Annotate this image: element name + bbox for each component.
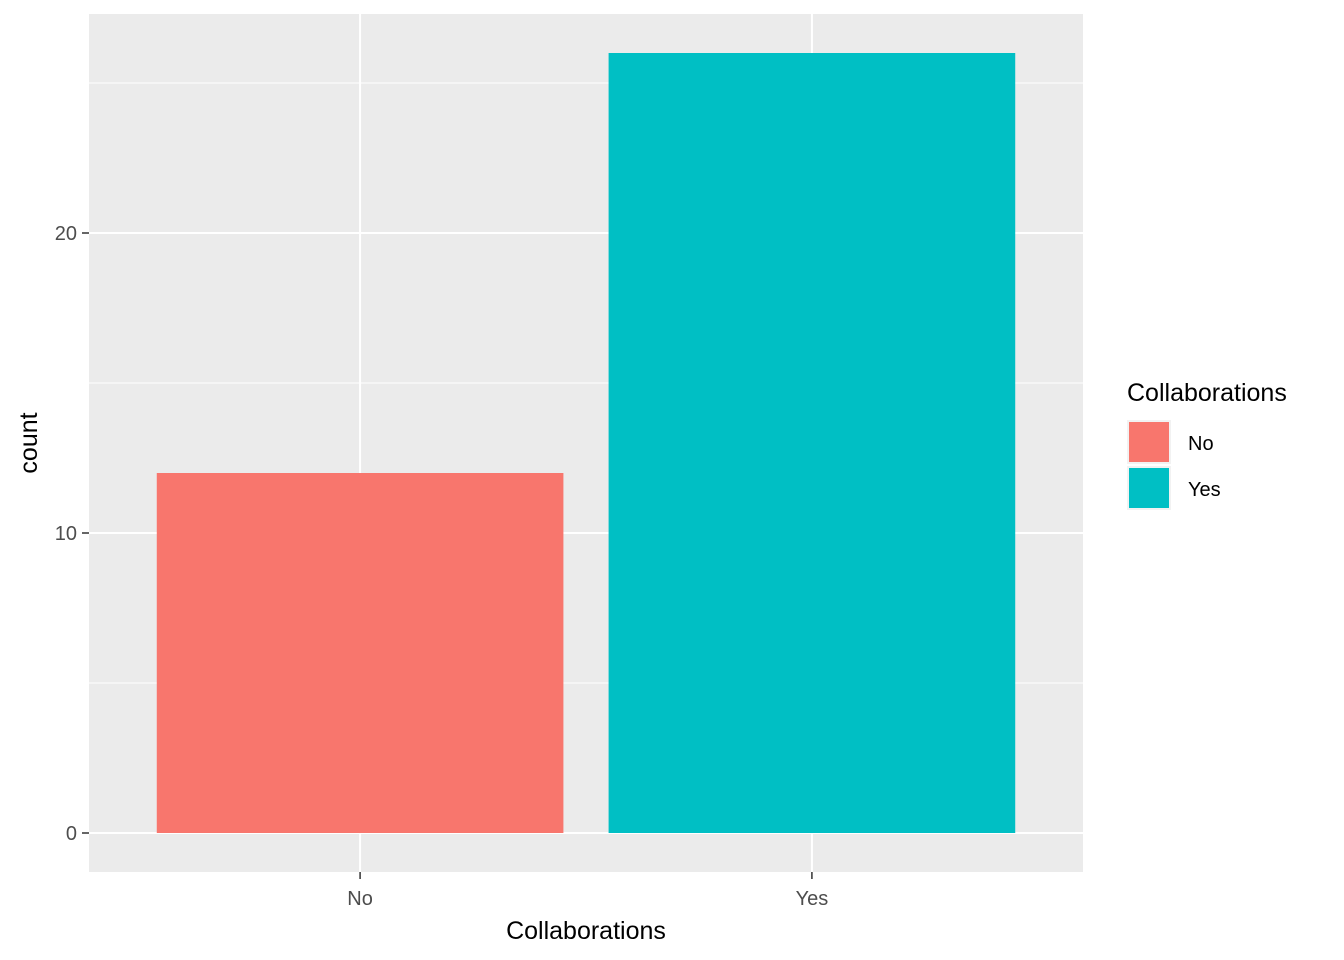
y-axis-title: count — [15, 412, 43, 473]
x-axis: No Yes — [347, 872, 828, 910]
bar-yes — [608, 53, 1016, 833]
bar-no — [156, 473, 564, 833]
x-tick-label: No — [347, 888, 373, 910]
legend-title: Collaborations — [1127, 379, 1287, 407]
y-tick-label: 20 — [55, 223, 77, 245]
x-tick-label: Yes — [796, 888, 829, 910]
y-tick-label: 10 — [55, 523, 77, 545]
legend-items: No Yes — [1127, 420, 1221, 510]
legend-label-no: No — [1188, 433, 1214, 455]
y-tick-label: 0 — [66, 823, 77, 845]
x-axis-title: Collaborations — [506, 917, 666, 945]
legend-swatch-yes — [1129, 468, 1169, 508]
legend: Collaborations No Yes — [1127, 379, 1287, 510]
y-axis: 0 10 20 — [55, 223, 89, 845]
legend-label-yes: Yes — [1188, 479, 1221, 501]
legend-swatch-no — [1129, 422, 1169, 462]
bars — [156, 53, 1016, 833]
